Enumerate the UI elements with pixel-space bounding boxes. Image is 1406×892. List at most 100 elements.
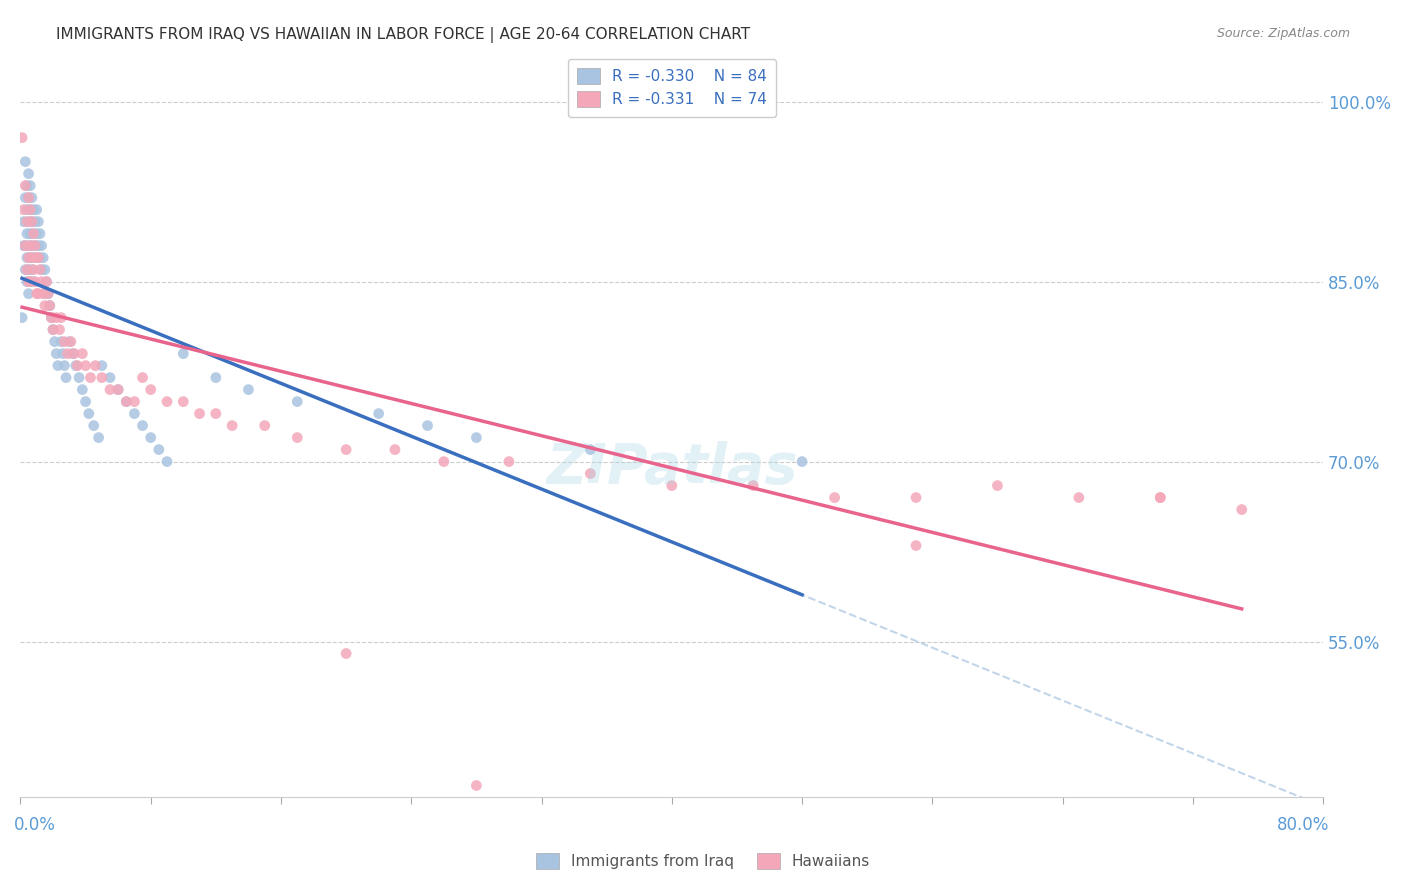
Point [14, 238, 37, 252]
Point [17, 262, 39, 277]
Point [15, 202, 38, 217]
Point [31, 275, 53, 289]
Point [11, 310, 34, 325]
Point [28, 251, 51, 265]
Point [107, 383, 129, 397]
Point [742, 478, 765, 492]
Point [27, 214, 49, 228]
Point [31, 238, 53, 252]
Point [1149, 491, 1171, 505]
Point [107, 383, 129, 397]
Point [22, 275, 45, 289]
Point [34, 262, 56, 277]
Point [18, 275, 41, 289]
Point [83, 418, 105, 433]
Point [41, 310, 63, 325]
Point [1067, 491, 1090, 505]
Point [55, 370, 77, 384]
Point [986, 478, 1008, 492]
Point [139, 431, 162, 445]
Point [465, 779, 488, 793]
Point [21, 238, 44, 252]
Point [34, 299, 56, 313]
Point [62, 346, 84, 360]
Point [38, 299, 60, 313]
Point [579, 467, 602, 481]
Point [21, 214, 44, 228]
Point [59, 334, 82, 349]
Text: IMMIGRANTS FROM IRAQ VS HAWAIIAN IN LABOR FORCE | AGE 20-64 CORRELATION CHART: IMMIGRANTS FROM IRAQ VS HAWAIIAN IN LABO… [56, 27, 751, 43]
Point [21, 251, 44, 265]
Point [72, 346, 94, 360]
Point [45, 346, 67, 360]
Point [25, 251, 48, 265]
Point [17, 214, 39, 228]
Point [17, 238, 39, 252]
Point [238, 383, 260, 397]
Point [115, 394, 138, 409]
Point [367, 407, 389, 421]
Legend: Immigrants from Iraq, Hawaiians: Immigrants from Iraq, Hawaiians [530, 847, 876, 875]
Point [17, 286, 39, 301]
Point [34, 286, 56, 301]
Point [790, 454, 813, 468]
Point [205, 370, 228, 384]
Point [172, 394, 194, 409]
Point [87, 431, 110, 445]
Point [131, 370, 153, 384]
Point [17, 275, 39, 289]
Point [17, 251, 39, 265]
Point [22, 262, 45, 277]
Point [15, 227, 38, 241]
Point [285, 394, 308, 409]
Point [32, 286, 55, 301]
Point [32, 251, 55, 265]
Point [53, 334, 76, 349]
Point [661, 478, 683, 492]
Point [25, 286, 48, 301]
Point [90, 359, 112, 373]
Point [35, 275, 58, 289]
Text: Source: ZipAtlas.com: Source: ZipAtlas.com [1216, 27, 1350, 40]
Point [22, 227, 45, 241]
Point [25, 202, 48, 217]
Point [18, 202, 41, 217]
Point [79, 370, 101, 384]
Point [84, 359, 107, 373]
Point [15, 262, 38, 277]
Point [416, 418, 439, 433]
Point [66, 359, 89, 373]
Point [15, 275, 38, 289]
Point [21, 191, 44, 205]
Point [42, 323, 65, 337]
Point [17, 191, 39, 205]
Point [56, 346, 79, 360]
Point [18, 238, 41, 252]
Point [98, 383, 121, 397]
Point [131, 418, 153, 433]
Text: 0.0%: 0.0% [14, 816, 56, 834]
Point [14, 154, 37, 169]
Point [824, 491, 846, 505]
Point [25, 227, 48, 241]
Point [18, 227, 41, 241]
Point [22, 251, 45, 265]
Point [115, 394, 138, 409]
Point [14, 191, 37, 205]
Point [52, 346, 75, 360]
Point [25, 251, 48, 265]
Point [465, 431, 488, 445]
Point [18, 202, 41, 217]
Point [37, 286, 59, 301]
Point [124, 407, 146, 421]
Point [98, 370, 121, 384]
Point [498, 454, 520, 468]
Point [48, 323, 70, 337]
Point [49, 310, 72, 325]
Point [46, 359, 69, 373]
Point [27, 238, 49, 252]
Point [21, 214, 44, 228]
Point [15, 251, 38, 265]
Point [148, 442, 170, 457]
Point [72, 383, 94, 397]
